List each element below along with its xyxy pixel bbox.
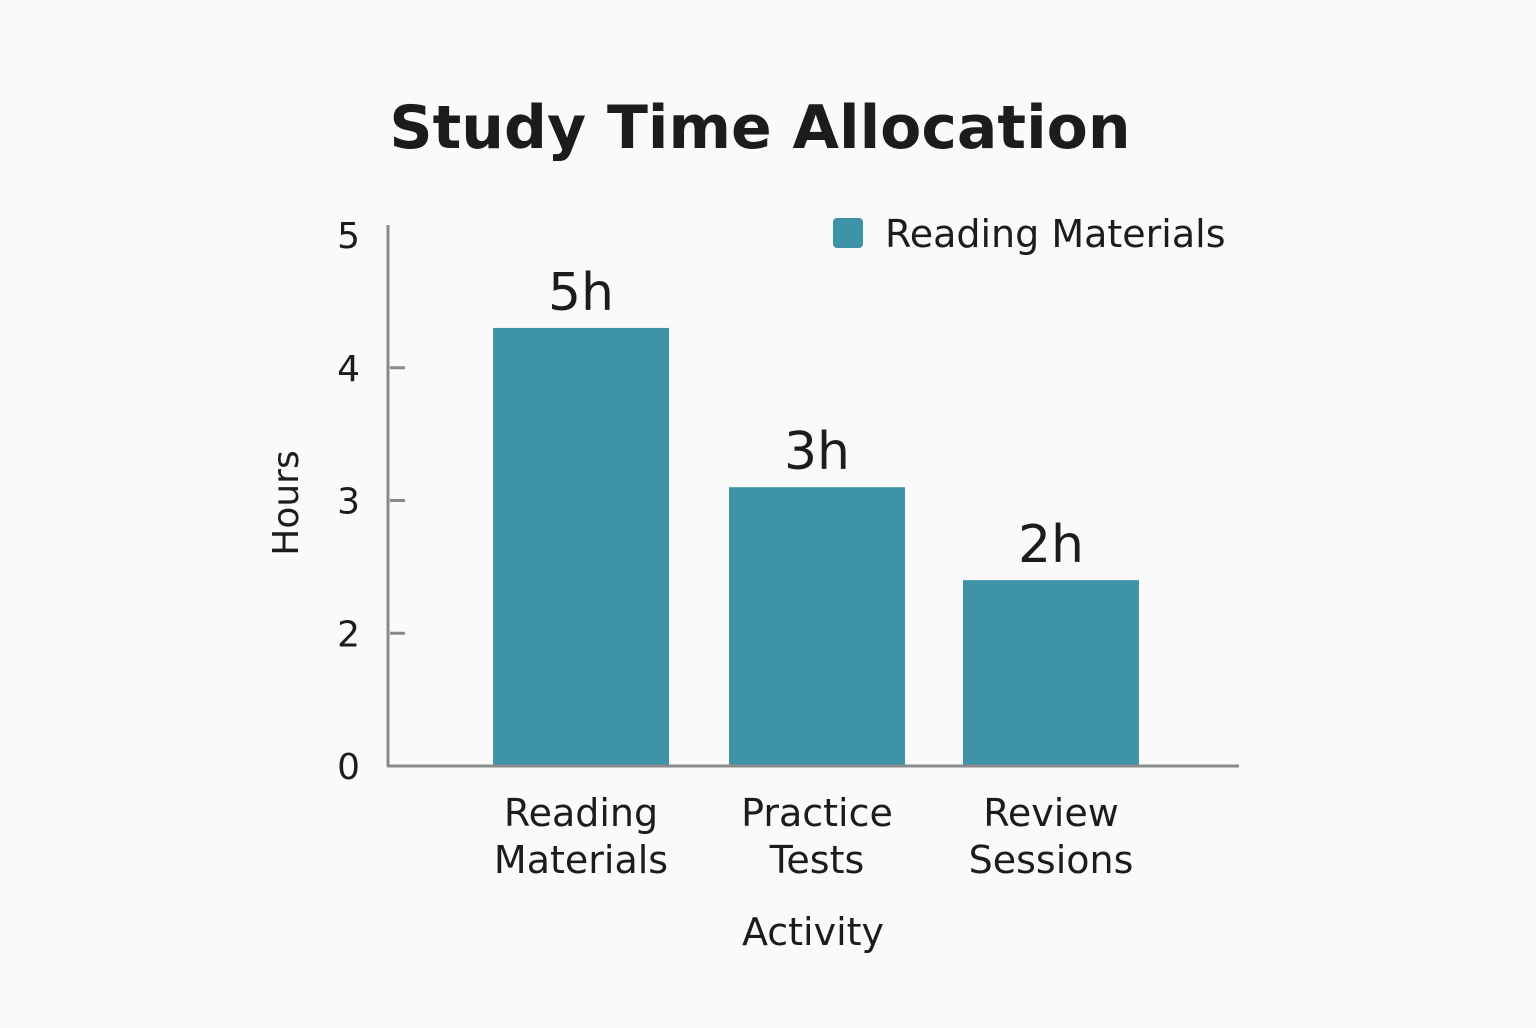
x-axis-label: Activity [742, 910, 884, 954]
y-axis-label: Hours [266, 450, 307, 555]
x-tick-label: Review [983, 791, 1119, 835]
x-tick-label: Reading [504, 791, 658, 835]
legend-swatch [833, 218, 863, 248]
legend: Reading Materials [833, 212, 1226, 256]
chart-title: Study Time Allocation [389, 93, 1130, 163]
y-tick-label: 2 [337, 614, 360, 655]
x-tick-label: Materials [494, 838, 668, 882]
data-label: 5h [548, 263, 614, 323]
x-tick-label: Practice [741, 791, 893, 835]
y-tick-label: 4 [337, 349, 360, 390]
bar [963, 580, 1139, 766]
y-tick-label: 0 [337, 747, 360, 788]
x-tick-label: Tests [769, 838, 865, 882]
bar [493, 327, 669, 766]
legend-label: Reading Materials [885, 212, 1226, 256]
y-tick-label: 3 [337, 482, 360, 523]
bar [729, 487, 905, 766]
data-label: 2h [1018, 515, 1084, 575]
x-tick-label: Sessions [969, 838, 1134, 882]
data-label: 3h [784, 422, 850, 482]
y-tick-label: 5 [337, 216, 360, 257]
